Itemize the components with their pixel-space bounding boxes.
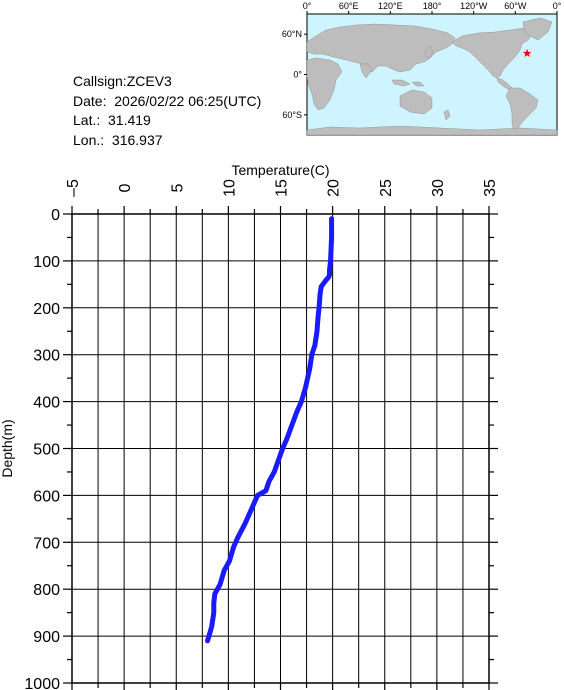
land-greenland	[522, 17, 553, 41]
land-indonesia	[391, 79, 425, 87]
land-eurasia	[306, 23, 456, 73]
map-land	[306, 17, 558, 136]
y-tick-label: 900	[33, 629, 60, 646]
x-tick-label: 20	[326, 179, 343, 197]
map-lon-label: 180°	[423, 1, 442, 11]
land-new-zealand	[443, 109, 451, 121]
land-india	[359, 63, 373, 79]
x-tick-label: 35	[482, 179, 499, 197]
land-africa	[306, 57, 343, 111]
y-tick-label: 100	[33, 254, 60, 271]
date-text: Date: 2026/02/22 06:25(UTC)	[73, 92, 262, 109]
map-lon-label: 0°	[303, 1, 312, 11]
red-star-icon	[522, 48, 532, 58]
map-lon-label: 120°W	[460, 1, 488, 11]
map-latitude-labels: 60°N 0° 60°S	[282, 29, 307, 120]
land-south-america	[505, 87, 539, 133]
y-tick-label: 500	[33, 442, 60, 459]
map-lon-label: 120°E	[378, 1, 403, 11]
y-tick-label: 600	[33, 488, 60, 505]
map-lon-label: 60°E	[339, 1, 359, 11]
x-tick-labels: –5 0 5 10 15 20 25 30 35	[65, 179, 499, 197]
map-lat-label: 0°	[293, 70, 302, 80]
location-map: 0° 60°E 120°E 180° 120°W 60°W 0° 60°N 0° 60°S	[282, 1, 562, 136]
land-antarctica	[306, 125, 558, 136]
y-tick-labels: 0 100 200 300 400 500 600 700 800 900 1000	[24, 207, 60, 690]
x-tick-label: 10	[221, 179, 238, 197]
x-tick-label: 5	[169, 183, 186, 192]
x-tick-label: 0	[117, 183, 134, 192]
land-north-america	[451, 27, 534, 79]
y-axis-title: Depth(m)	[0, 419, 15, 477]
map-lon-label: 60°W	[504, 1, 527, 11]
chart-grid	[71, 213, 490, 684]
x-tick-label: 15	[274, 179, 291, 197]
land-japan	[424, 45, 434, 59]
x-tick-label: 25	[378, 179, 395, 197]
y-tick-label: 300	[33, 348, 60, 365]
plot-frame	[71, 213, 490, 684]
y-tick-label: 700	[33, 535, 60, 552]
x-tick-label: 30	[430, 179, 447, 197]
chart-ticks	[63, 206, 498, 690]
map-lon-label: 0°	[553, 1, 562, 11]
y-tick-label: 1000	[24, 676, 60, 690]
x-axis-title: Temperature(C)	[231, 162, 329, 178]
station-info: Callsign:ZCEV3 Date: 2026/02/22 06:25(UT…	[73, 72, 261, 150]
y-tick-label: 200	[33, 301, 60, 318]
map-lat-label: 60°N	[282, 29, 302, 39]
y-tick-label: 800	[33, 582, 60, 599]
longitude-text: Lon.: 316.937	[73, 131, 163, 148]
callsign-text: Callsign:ZCEV3	[73, 73, 172, 89]
land-australia	[399, 89, 433, 115]
x-tick-label: –5	[65, 179, 82, 197]
y-tick-label: 400	[33, 395, 60, 412]
map-lat-label: 60°S	[282, 110, 302, 120]
y-tick-label: 0	[51, 207, 60, 224]
map-longitude-labels: 0° 60°E 120°E 180° 120°W 60°W 0°	[303, 1, 562, 14]
latitude-text: Lat.: 31.419	[73, 112, 151, 128]
temperature-profile-line	[205, 216, 335, 644]
